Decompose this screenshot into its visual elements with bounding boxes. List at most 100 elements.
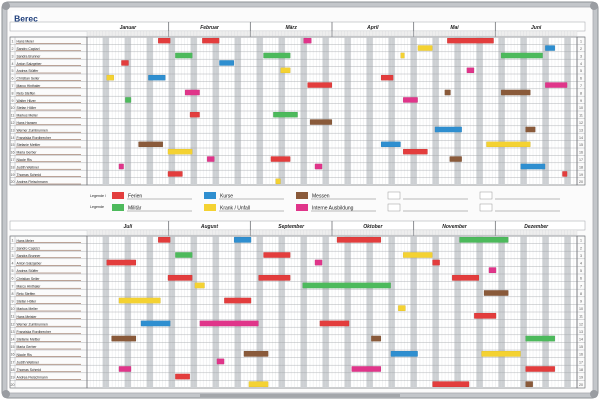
legend-label-messen: Messen [312, 194, 330, 200]
absence-magnet-kurse[interactable] [140, 320, 171, 327]
absence-magnet-krank[interactable] [275, 178, 281, 185]
absence-magnet-messen[interactable] [483, 290, 509, 296]
row-number: 4 [580, 262, 582, 266]
absence-magnet-intern[interactable] [402, 97, 418, 103]
absence-magnet-militaer[interactable] [263, 52, 291, 59]
absence-magnet-ferien[interactable] [473, 312, 497, 319]
absence-magnet-krank[interactable] [397, 305, 406, 312]
absence-magnet-krank[interactable] [486, 141, 531, 148]
month-label: Dezember [524, 224, 549, 230]
absence-magnet-ferien[interactable] [167, 274, 193, 281]
row-number: 1 [580, 239, 582, 243]
row-number: 14 [11, 136, 15, 140]
absence-magnet-kurse[interactable] [148, 74, 166, 81]
absence-magnet-messen[interactable] [525, 381, 534, 388]
absence-magnet-kurse[interactable] [233, 236, 252, 243]
absence-magnet-militaer[interactable] [175, 252, 193, 258]
absence-magnet-intern[interactable] [314, 259, 323, 266]
absence-magnet-messen[interactable] [444, 89, 451, 96]
absence-magnet-militaer[interactable] [525, 335, 556, 342]
absence-magnet-ferien[interactable] [189, 111, 200, 118]
absence-magnet-kurse[interactable] [434, 126, 462, 133]
employee-name: Hans Hansen [17, 121, 38, 125]
absence-magnet-ferien[interactable] [121, 60, 129, 66]
absence-magnet-messen[interactable] [309, 119, 333, 125]
absence-magnet-krank[interactable] [400, 52, 405, 59]
absence-magnet-ferien[interactable] [562, 171, 568, 177]
legend-label-kurse: Kurse [220, 194, 233, 200]
absence-magnet-militaer[interactable] [125, 97, 132, 103]
absence-magnet-ferien[interactable] [167, 171, 183, 177]
absence-magnet-kurse[interactable] [390, 350, 418, 357]
absence-magnet-ferien[interactable] [307, 82, 333, 88]
absence-magnet-messen[interactable] [525, 126, 536, 133]
employee-name: Walter Hilzer [17, 99, 37, 103]
absence-magnet-ferien[interactable] [451, 274, 480, 281]
row-number: 1 [12, 40, 14, 44]
absence-magnet-intern[interactable] [314, 163, 323, 170]
absence-magnet-militaer[interactable] [273, 111, 298, 118]
absence-magnet-militaer[interactable] [175, 52, 193, 59]
absence-magnet-ferien[interactable] [263, 252, 291, 258]
absence-magnet-ferien[interactable] [525, 366, 556, 372]
absence-magnet-messen[interactable] [371, 335, 382, 342]
absence-magnet-krank[interactable] [280, 67, 291, 74]
absence-magnet-militaer[interactable] [302, 282, 391, 289]
absence-magnet-krank[interactable] [167, 148, 193, 155]
absence-magnet-krank[interactable] [248, 381, 269, 388]
absence-magnet-ferien[interactable] [432, 381, 470, 388]
row-number: 1 [12, 239, 14, 243]
absence-magnet-kurse[interactable] [545, 45, 556, 51]
absence-magnet-kurse[interactable] [520, 163, 546, 170]
absence-magnet-ferien[interactable] [157, 236, 171, 243]
absence-magnet-krank[interactable] [106, 74, 115, 81]
absence-magnet-militaer[interactable] [459, 236, 509, 243]
absence-magnet-messen[interactable] [138, 141, 164, 148]
absence-magnet-ferien[interactable] [432, 259, 440, 266]
legend-swatch-militaer [112, 204, 124, 211]
absence-magnet-intern[interactable] [351, 366, 382, 372]
absence-magnet-ferien[interactable] [175, 373, 191, 380]
absence-magnet-kurse[interactable] [380, 141, 401, 148]
absence-magnet-messen[interactable] [111, 335, 137, 342]
absence-magnet-ferien[interactable] [270, 156, 291, 162]
absence-magnet-intern[interactable] [303, 37, 312, 44]
legend-label-ferien: Ferien [128, 194, 142, 200]
absence-magnet-messen[interactable] [449, 156, 463, 162]
absence-magnet-ferien[interactable] [224, 297, 252, 304]
absence-magnet-intern[interactable] [184, 89, 200, 96]
row-number: 11 [579, 114, 583, 118]
absence-magnet-krank[interactable] [194, 282, 205, 289]
absence-magnet-intern[interactable] [118, 366, 132, 372]
absence-magnet-krank[interactable] [481, 350, 521, 357]
absence-magnet-ferien[interactable] [201, 37, 220, 44]
absence-magnet-ferien[interactable] [402, 148, 428, 155]
absence-magnet-intern[interactable] [216, 358, 225, 365]
absence-magnet-intern[interactable] [199, 320, 259, 327]
row-number: 5 [12, 269, 14, 273]
absence-magnet-krank[interactable] [417, 45, 433, 51]
absence-magnet-ferien[interactable] [446, 37, 494, 44]
row-number: 20 [11, 383, 15, 387]
absence-magnet-messen[interactable] [500, 89, 531, 96]
row-number: 11 [579, 315, 583, 319]
absence-magnet-ferien[interactable] [157, 37, 171, 44]
absence-magnet-ferien[interactable] [258, 274, 291, 281]
absence-magnet-ferien[interactable] [106, 259, 137, 266]
absence-magnet-intern[interactable] [545, 82, 568, 88]
absence-magnet-krank[interactable] [118, 297, 161, 304]
absence-magnet-krank[interactable] [402, 252, 433, 258]
row-number: 9 [12, 99, 14, 103]
absence-magnet-intern[interactable] [206, 156, 215, 162]
absence-magnet-intern[interactable] [118, 163, 124, 170]
absence-magnet-messen[interactable] [243, 350, 269, 357]
absence-magnet-intern[interactable] [466, 67, 475, 74]
absence-magnet-kurse[interactable] [219, 60, 235, 66]
employee-name: Hans Meier [17, 239, 35, 243]
absence-magnet-ferien[interactable] [336, 236, 382, 243]
absence-magnet-militaer[interactable] [500, 52, 543, 59]
absence-magnet-ferien[interactable] [319, 320, 350, 327]
absence-magnet-intern[interactable] [488, 267, 497, 274]
absence-magnet-ferien[interactable] [380, 74, 394, 81]
